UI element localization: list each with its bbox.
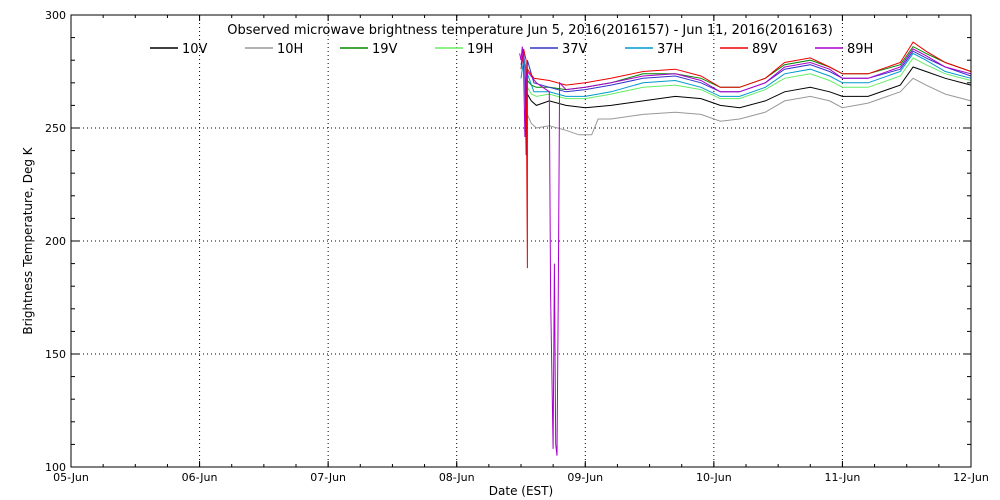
x-tick-label: 06-Jun (182, 471, 218, 484)
series-line-19h (526, 57, 972, 100)
x-tick-label: 05-Jun (53, 471, 89, 484)
x-tick-label: 09-Jun (567, 471, 603, 484)
legend-label: 89H (847, 42, 873, 57)
legend-label: 10H (277, 42, 303, 57)
x-axis-label: Date (EST) (489, 484, 553, 498)
legend-label: 89V (752, 42, 778, 57)
x-tick-label: 10-Jun (696, 471, 732, 484)
legend-label: 19H (467, 42, 493, 57)
series-line-89v (520, 41, 972, 269)
legend-label: 37V (562, 42, 588, 57)
x-tick-label: 11-Jun (825, 471, 861, 484)
series-line-37h (520, 52, 972, 97)
y-axis-label: Brightness Temperature, Deg K (21, 146, 35, 334)
y-tick-label: 300 (45, 9, 66, 22)
series-line-10h (526, 77, 972, 136)
series-line-89h (519, 46, 972, 456)
legend-label: 10V (182, 42, 208, 57)
x-tick-label: 07-Jun (310, 471, 346, 484)
y-tick-label: 150 (45, 348, 66, 361)
series-line-37v (520, 50, 972, 156)
y-tick-label: 100 (45, 461, 66, 474)
y-tick-label: 250 (45, 122, 66, 135)
legend-label: 19V (372, 42, 398, 57)
grid (71, 15, 971, 467)
series-line-10v (526, 66, 972, 109)
legend-label: 37H (657, 42, 683, 57)
x-tick-label: 08-Jun (439, 471, 475, 484)
chart-title: Observed microwave brightness temperatur… (227, 23, 833, 38)
series-lines (519, 41, 972, 456)
legend: 10V 10H 19V 19H 37V 37H 89V 89H (150, 42, 873, 57)
series-line-19v (527, 45, 972, 91)
y-tick-label: 200 (45, 235, 66, 248)
axis-ticks: 05-Jun 06-Jun 07-Jun 08-Jun 09-Jun 10-Jun 11-J… (45, 9, 989, 484)
x-tick-label: 12-Jun (953, 471, 989, 484)
